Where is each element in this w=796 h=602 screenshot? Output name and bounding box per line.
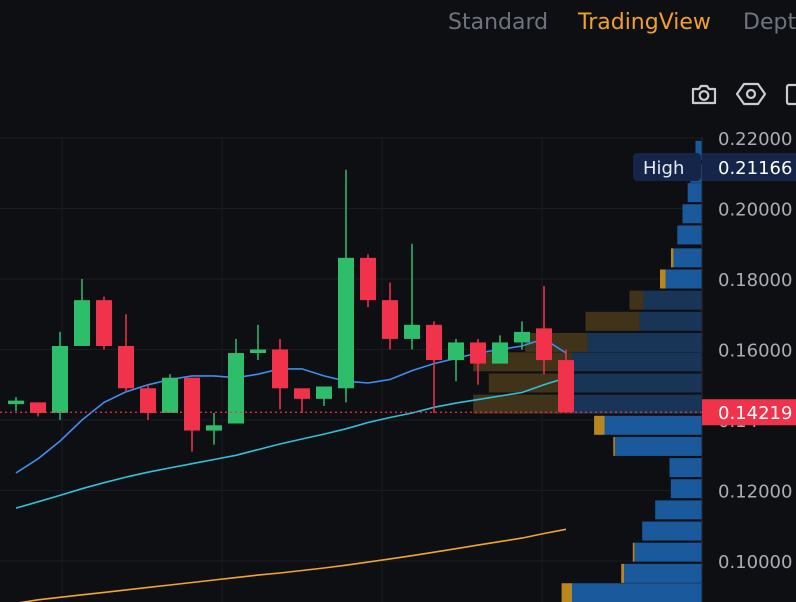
candle-body xyxy=(272,349,288,389)
volume-profile-sell xyxy=(473,394,572,414)
volume-profile-sell xyxy=(585,311,640,331)
volume-profile-buy xyxy=(665,269,702,289)
volume-profile-sell xyxy=(621,563,624,583)
candle-body xyxy=(514,331,530,343)
price-tick-label: 0.22000 xyxy=(718,129,792,150)
volume-profile-sell xyxy=(613,436,615,456)
plot-area xyxy=(0,137,702,602)
volume-profile-buy xyxy=(634,542,702,562)
volume-profile-buy xyxy=(572,373,702,393)
candle-body xyxy=(162,377,178,413)
volume-profile-buy xyxy=(639,311,702,331)
volume-profile-sell xyxy=(660,269,666,289)
volume-profile-buy xyxy=(614,436,702,456)
candle-body xyxy=(30,402,46,413)
candle-body xyxy=(316,386,332,399)
candle-body xyxy=(470,342,486,364)
ma-slow-line xyxy=(19,528,567,602)
price-tick-label: 0.10000 xyxy=(718,552,792,573)
last-price-tag xyxy=(702,399,796,426)
volume-profile-buy xyxy=(624,563,702,583)
settings-icon[interactable] xyxy=(736,78,766,110)
candle-body xyxy=(382,300,398,339)
volume-profile-buy xyxy=(604,415,702,435)
volume-profile-buy xyxy=(670,479,702,499)
volume-profile-buy xyxy=(695,140,702,160)
volume-profile-buy xyxy=(669,458,702,478)
volume-profile-buy xyxy=(677,225,702,245)
volume-profile-sell xyxy=(632,542,635,562)
volume-profile-sell xyxy=(473,352,572,372)
candle-body xyxy=(96,300,112,346)
volume-profile-buy xyxy=(687,183,702,203)
candle-body xyxy=(74,300,90,346)
candle-body xyxy=(360,257,376,301)
volume-profile-sell xyxy=(671,248,674,268)
volume-profile-buy xyxy=(655,500,702,520)
high-label: High xyxy=(643,158,684,179)
tab-depth[interactable]: Dept xyxy=(743,10,796,35)
volume-profile-buy xyxy=(673,248,702,268)
volume-profile-sell xyxy=(629,290,644,310)
price-tick-label: 0.12000 xyxy=(718,482,792,503)
candle-body xyxy=(404,324,420,339)
volume-profile-sell xyxy=(488,373,572,393)
volume-profile-buy xyxy=(642,521,702,541)
candle-body xyxy=(426,324,442,361)
save-icon[interactable] xyxy=(784,78,796,110)
candle-body xyxy=(536,328,552,361)
chart-type-tabs: Standard TradingView Dept xyxy=(0,0,796,50)
volume-profile-buy xyxy=(572,583,702,602)
last-price-value: 0.14219 xyxy=(718,403,792,424)
candle-body xyxy=(52,345,68,413)
candle-body xyxy=(294,388,310,399)
volume-profile-buy xyxy=(587,332,702,352)
candle-body xyxy=(228,353,244,424)
ma-mid-line xyxy=(15,376,567,509)
candle-body xyxy=(338,257,354,389)
candle-body xyxy=(558,360,574,413)
volume-profile-buy xyxy=(643,290,702,310)
candle-body xyxy=(448,342,464,361)
volume-profile-sell xyxy=(594,415,605,435)
volume-profile-sell xyxy=(561,583,572,602)
candle-body xyxy=(206,425,222,431)
candle-body xyxy=(8,400,24,405)
price-tick-label: 0.18000 xyxy=(718,270,792,291)
candle-body xyxy=(118,345,134,389)
candle-body xyxy=(250,349,266,354)
volume-profile-buy xyxy=(682,204,702,224)
camera-icon[interactable] xyxy=(689,78,719,110)
tab-tradingview[interactable]: TradingView xyxy=(578,10,711,35)
candle-body xyxy=(140,388,156,413)
volume-profile-buy xyxy=(572,394,702,414)
price-tick-label: 0.20000 xyxy=(718,200,792,221)
tab-standard[interactable]: Standard xyxy=(448,10,549,35)
high-label-tag xyxy=(633,153,701,181)
candle-body xyxy=(492,342,508,364)
high-value: 0.21166 xyxy=(718,158,792,179)
candle-body xyxy=(184,377,200,431)
price-tick-label: 0.16000 xyxy=(718,341,792,362)
high-value-tag xyxy=(702,153,796,181)
volume-profile-buy xyxy=(572,352,702,372)
